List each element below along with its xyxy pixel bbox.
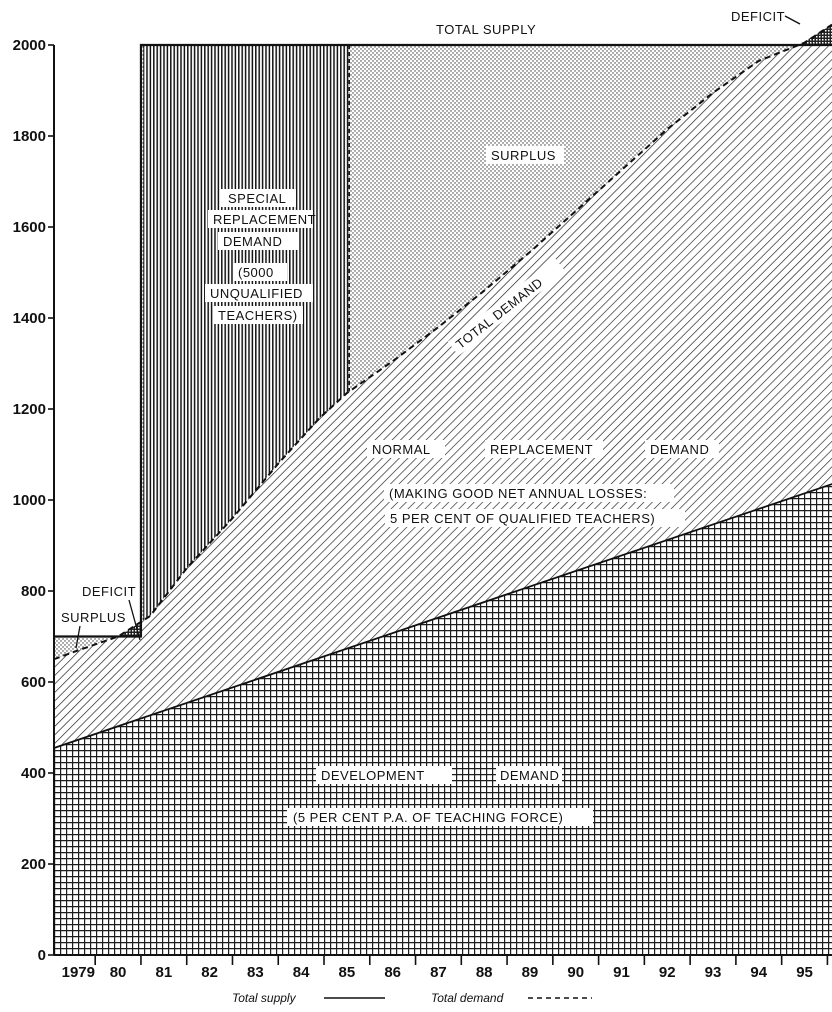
development-label: DEVELOPMENT [321,768,425,783]
normal-label: NORMAL [372,442,431,457]
surplus-left-label: SURPLUS [61,610,126,625]
y-tick-label: 0 [38,947,46,964]
special-replacement-area [143,45,350,621]
development-demand-line [53,483,832,749]
y-tick-label: 1800 [13,128,46,145]
x-tick-label: 85 [339,964,356,981]
deficit-top-leader [784,15,801,25]
deficit-left-label: DEFICIT [82,584,136,599]
x-tick-label: 84 [293,964,310,981]
total-supply-line [54,43,832,638]
y-tick-label: 1200 [13,401,46,418]
normal-demand-label: DEMAND [650,442,709,457]
y-tick-label: 800 [21,583,46,600]
special-demand-label: DEMAND [223,234,282,249]
special-note-line1: (5000 [238,265,274,280]
x-tick-label: 93 [705,964,722,981]
x-tick-label: 91 [613,964,630,981]
development-demand-label: DEMAND [500,768,559,783]
replacement-label: REPLACEMENT [490,442,593,457]
surplus-left-area [54,636,119,660]
normal-replacement-area [54,24,832,748]
x-tick-label: 86 [384,964,401,981]
deficit-top-area [798,24,832,45]
x-tick-label: 95 [796,964,813,981]
y-tick-label: 600 [21,674,46,691]
special-replacement-label: REPLACEMENT [213,212,316,227]
y-tick-label: 1000 [13,492,46,509]
deficit-left-leader [128,599,141,641]
special-label: SPECIAL [228,191,286,206]
y-tick-label: 400 [21,765,46,782]
x-tick-label: 88 [476,964,493,981]
x-tick-label: 92 [659,964,676,981]
normal-note-line1: (MAKING GOOD NET ANNUAL LOSSES: [389,486,647,501]
x-tick-label: 80 [110,964,127,981]
x-tick-label: 87 [430,964,447,981]
x-tick-label: 83 [247,964,264,981]
development-note-label: (5 PER CENT P.A. OF TEACHING FORCE) [293,810,563,825]
legend-demand-label: Total demand [431,991,504,1005]
special-note-line2: UNQUALIFIED [210,286,303,301]
total-supply-label: TOTAL SUPPLY [436,22,536,37]
legend-supply-label: Total supply [232,991,297,1005]
surplus-label: SURPLUS [491,148,556,163]
x-tick-label: 1979 [62,964,95,981]
x-tick-label: 90 [567,964,584,981]
special-note-line3: TEACHERS) [218,308,298,323]
y-tick-label: 1600 [13,219,46,236]
development-demand-area [54,484,832,955]
y-tick-label: 200 [21,856,46,873]
x-tick-label: 94 [750,964,767,981]
surplus-left-leader [75,625,81,649]
y-tick-label: 2000 [13,37,46,54]
y-tick-label: 1400 [13,310,46,327]
deficit-top-label: DEFICIT [731,9,785,24]
x-tick-label: 81 [155,964,172,981]
x-tick-label: 89 [522,964,539,981]
x-tick-label: 82 [201,964,218,981]
normal-note-line2: 5 PER CENT OF QUALIFIED TEACHERS) [390,511,655,526]
